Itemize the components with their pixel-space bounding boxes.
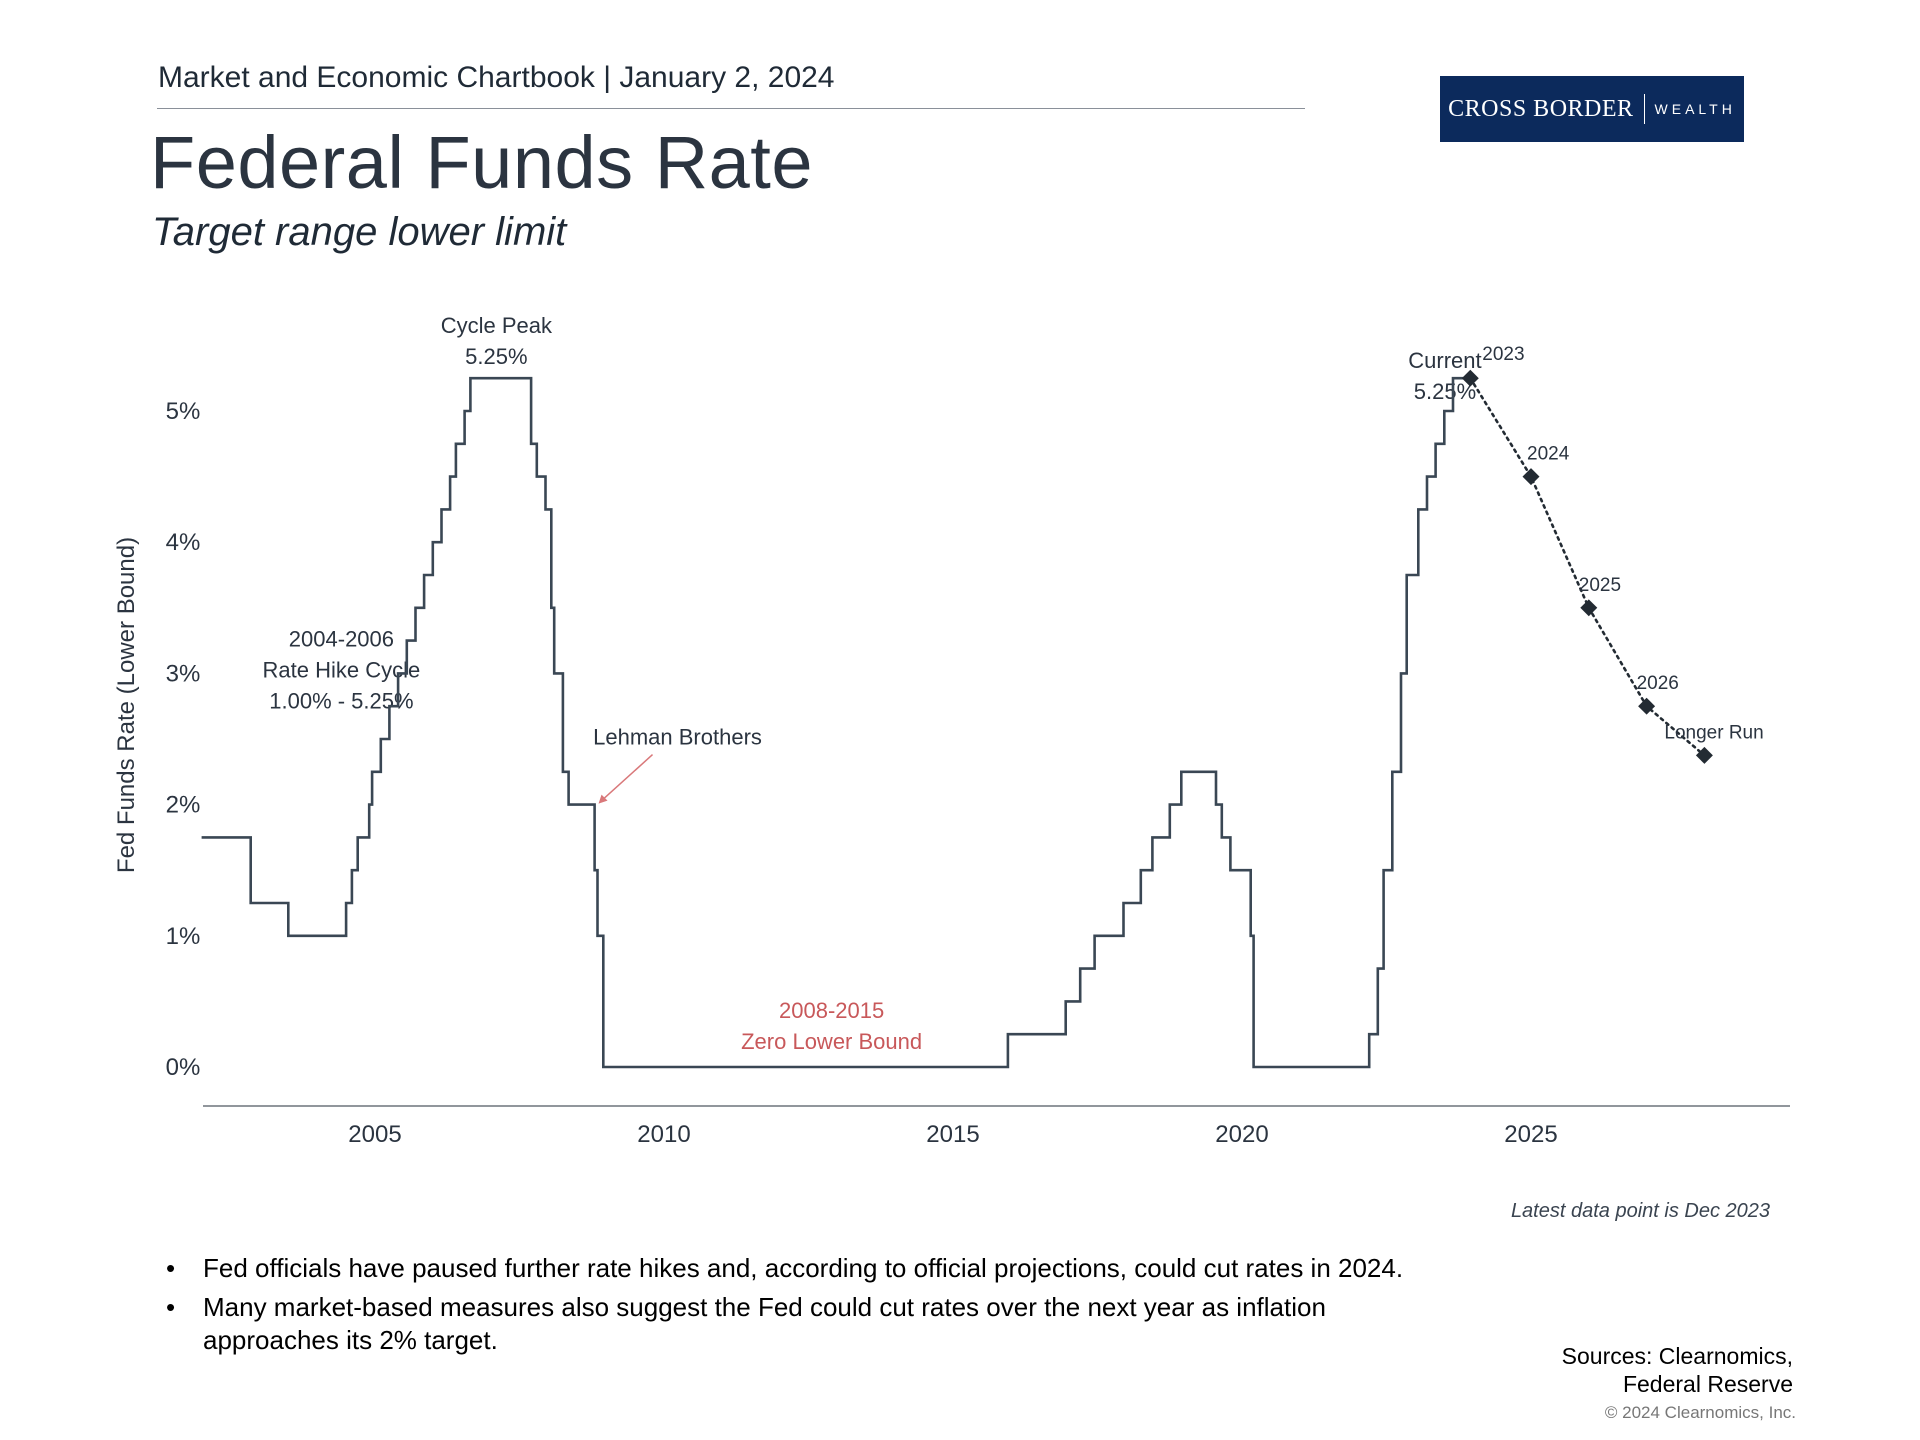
logo-separator [1643,94,1645,124]
cycle-peak-annotation-line: Cycle Peak [441,313,553,338]
projection-point [1580,599,1598,617]
rate-hike-cycle-annotation-line: 1.00% - 5.25% [269,688,413,713]
sources-line: Federal Reserve [1622,1371,1793,1397]
x-tick-label: 2025 [1504,1121,1557,1148]
rate-hike-cycle-annotation: 2004-2006 Rate Hike Cycle 1.00% - 5.25% [263,626,421,713]
y-axis-label: Fed Funds Rate (Lower Bound) [113,537,140,873]
header-divider [157,108,1305,109]
projection-dotted-line [1469,376,1706,757]
lehman-arrow-line [600,754,654,803]
projection-label: Longer Run [1664,722,1763,743]
logo-secondary-text: WEALTH [1654,101,1736,117]
x-tick-label: 2015 [926,1121,979,1148]
y-tick-label: 1% [166,923,201,950]
projection-point [1638,697,1656,715]
current-annotation: Current 5.25% [1408,348,1481,404]
zero-lower-bound-annotation-line: 2008-2015 [779,998,884,1023]
logo-primary-text: CROSS BORDER [1448,95,1634,122]
y-tick-label: 0% [166,1054,201,1081]
bullet-text: Many market-based measures also suggest … [203,1292,1326,1355]
sources-line: Sources: Clearnomics, [1561,1343,1793,1369]
bullet-dot: • [166,1292,176,1322]
page-title: Federal Funds Rate [150,121,814,204]
rate-hike-cycle-annotation-line: 2004-2006 [289,626,394,651]
page-subtitle: Target range lower limit [152,210,567,254]
y-tick-label: 3% [166,660,201,687]
chart-axes: 2005 2010 2015 2020 2025 0% 1% 2% 3% 4% 5% Fed Fund… [113,398,1790,1148]
bullet-dot: • [166,1253,176,1283]
y-tick-label: 4% [166,529,201,556]
y-tick-label: 2% [166,792,201,819]
x-tick-label: 2005 [348,1121,401,1148]
cycle-peak-annotation: Cycle Peak 5.25% [441,313,553,369]
x-tick-label: 2010 [637,1121,690,1148]
zero-lower-bound-annotation-line: Zero Lower Bound [741,1029,922,1054]
projection-label: 2023 [1482,344,1524,365]
lehman-arrow-head [598,794,608,804]
y-tick-label: 5% [166,398,201,425]
lehman-brothers-annotation: Lehman Brothers [593,725,762,750]
bullet-item: • Fed officials have paused further rate… [160,1252,1460,1285]
copyright-note: © 2024 Clearnomics, Inc. [1604,1403,1796,1422]
cross-border-wealth-logo: CROSS BORDER WEALTH [1440,76,1744,142]
current-annotation-line: Current [1408,348,1481,373]
cycle-peak-annotation-line: 5.25% [465,344,527,369]
bullet-text: Fed officials have paused further rate h… [203,1253,1404,1283]
x-tick-label: 2020 [1215,1121,1268,1148]
projection-label: 2026 [1637,673,1679,694]
zero-lower-bound-annotation: 2008-2015 Zero Lower Bound [741,998,922,1054]
sources-note: Sources: Clearnomics, Federal Reserve [1562,1342,1793,1398]
projection-label: 2024 [1527,444,1570,465]
chart-series: 2023 2024 2025 2026 Longer Run [201,344,1764,1069]
chart-annotations: Cycle Peak 5.25% Current 5.25% 2004-2006 Rate… [263,313,1482,1054]
fed-funds-step-line [201,376,1471,1069]
projection-point [1522,468,1540,486]
projection-point [1695,746,1713,764]
bullet-item: • Many market-based measures also sugges… [160,1291,1460,1357]
current-annotation-line: 5.25% [1414,379,1476,404]
chartbook-header: Market and Economic Chartbook | January … [158,61,835,94]
key-takeaways-list: • Fed officials have paused further rate… [160,1252,1460,1363]
projection-label: 2025 [1579,575,1621,596]
chart-footnote: Latest data point is Dec 2023 [1511,1200,1770,1222]
rate-hike-cycle-annotation-line: Rate Hike Cycle [263,657,421,682]
